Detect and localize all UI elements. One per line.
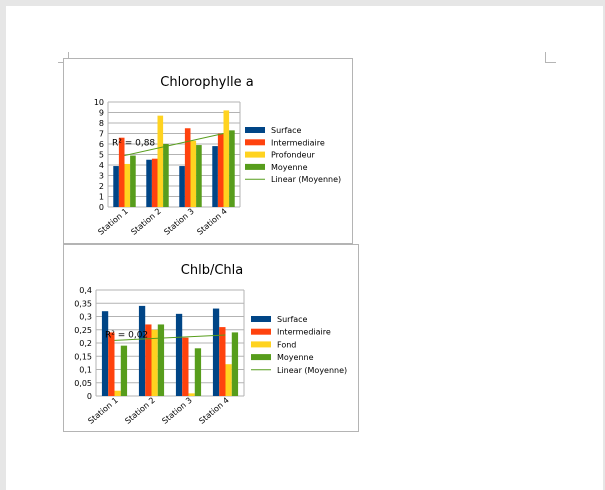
bar-moyenne-3 <box>196 145 202 207</box>
legend-label: Intermediaire <box>277 328 331 337</box>
legend-label: Surface <box>271 126 302 135</box>
x-category-label: Station 4 <box>195 207 228 237</box>
y-tick-label: 0,4 <box>79 286 92 295</box>
y-tick-label: 0,35 <box>74 299 92 308</box>
y-tick-label: 5 <box>99 151 104 160</box>
y-tick-label: 0,05 <box>74 379 92 388</box>
trendline-moyenne <box>114 334 226 341</box>
chart-svg: Chlb/Chla 0 0,05 0,1 0,15 0,2 0,25 0,3 0,35 0,4 St… <box>74 263 347 426</box>
chart-chlb-chla[interactable]: Chlb/Chla 0 0,05 0,1 0,15 0,2 0,25 0,3 0,35 0,4 St… <box>63 244 359 432</box>
chart-title: Chlorophylle a <box>160 75 253 90</box>
y-tick-label: 0,3 <box>79 313 92 322</box>
chart-chlorophylle-a[interactable]: Chlorophylle a 0 1 2 3 4 5 6 7 8 9 10 Station 1 Stati… <box>63 58 353 244</box>
bar-moyenne-2 <box>157 324 165 396</box>
legend-label: Linear (Moyenne) <box>277 366 347 375</box>
bar-surface-2 <box>138 305 146 396</box>
bar-intermediaire-2 <box>145 324 152 396</box>
bar-moyenne-4 <box>231 332 239 396</box>
y-tick-label: 6 <box>99 140 104 149</box>
bar-surface-1 <box>113 166 119 207</box>
trendline-moyenne <box>124 133 224 157</box>
legend-swatch-intermediaire <box>251 328 271 335</box>
bar-moyenne-1 <box>120 345 128 396</box>
bar-intermediaire-1 <box>108 332 115 396</box>
legend-label: Moyenne <box>271 163 308 172</box>
legend-swatch-fond <box>251 341 271 348</box>
legend-swatch-moyenne <box>245 163 265 170</box>
bar-fond-4 <box>225 364 232 396</box>
bar-intermediaire-2 <box>151 158 158 207</box>
legend-swatch-surface <box>251 316 271 322</box>
bar-moyenne-2 <box>163 144 169 207</box>
y-tick-label: 0,1 <box>79 366 92 375</box>
legend-swatch-surface <box>245 127 265 133</box>
page-corner-mark-top-right <box>545 52 556 63</box>
y-tick-label: 4 <box>99 161 104 170</box>
bar-intermediaire-3 <box>182 337 189 396</box>
r-squared-label: R² = 0,88 <box>112 139 155 149</box>
bar-moyenne-3 <box>194 348 202 396</box>
legend-label: Surface <box>277 315 308 324</box>
bar-intermediaire-3 <box>184 128 191 207</box>
y-tick-label: 2 <box>99 182 104 191</box>
bar-moyenne-1 <box>130 155 136 207</box>
x-category-label: Station 2 <box>123 396 156 426</box>
legend-label: Moyenne <box>277 353 314 362</box>
legend-label: Fond <box>277 340 296 349</box>
x-category-label: Station 2 <box>129 207 162 237</box>
y-tick-label: 0,2 <box>79 339 92 348</box>
y-tick-label: 10 <box>94 98 104 107</box>
bar-moyenne-4 <box>229 130 235 207</box>
x-category-label: Station 4 <box>197 396 230 426</box>
y-tick-label: 0 <box>87 392 92 401</box>
legend-label: Linear (Moyenne) <box>271 175 341 184</box>
bar-surface-4 <box>212 146 218 207</box>
bar-profondeur-4 <box>223 110 230 207</box>
bar-profondeur-3 <box>190 140 197 207</box>
y-tick-label: 3 <box>99 172 104 181</box>
x-category-label: Station 3 <box>160 396 193 426</box>
bar-fond-3 <box>188 393 195 396</box>
legend-swatch-intermediaire <box>245 139 265 146</box>
bar-intermediaire-4 <box>219 327 226 396</box>
y-tick-label: 8 <box>99 119 104 128</box>
bar-surface-4 <box>212 308 220 396</box>
y-tick-label: 9 <box>99 109 104 118</box>
bar-surface-3 <box>175 313 183 396</box>
document-page: Chlorophylle a 0 1 2 3 4 5 6 7 8 9 10 Station 1 Stati… <box>6 6 603 490</box>
x-category-label: Station 3 <box>162 207 195 237</box>
y-tick-label: 7 <box>99 130 104 139</box>
y-tick-label: 0,25 <box>74 326 92 335</box>
bar-intermediaire-1 <box>118 137 125 207</box>
bar-profondeur-1 <box>124 163 131 207</box>
bar-fond-2 <box>151 329 158 396</box>
bar-surface-3 <box>179 166 185 207</box>
bar-profondeur-2 <box>157 115 164 207</box>
legend-label: Intermediaire <box>271 138 325 147</box>
bar-surface-2 <box>146 159 152 207</box>
bar-intermediaire-4 <box>217 133 224 207</box>
bar-fond-1 <box>114 390 121 396</box>
y-tick-label: 0,15 <box>74 352 92 361</box>
legend-swatch-profondeur <box>245 151 265 158</box>
legend-label: Profondeur <box>271 151 316 160</box>
y-tick-label: 1 <box>99 193 104 202</box>
bar-surface-1 <box>101 311 109 396</box>
r-squared-label: R² = 0,02 <box>105 330 148 340</box>
legend-swatch-moyenne <box>251 354 271 361</box>
y-tick-label: 0 <box>99 203 104 212</box>
chart-title: Chlb/Chla <box>181 263 243 278</box>
